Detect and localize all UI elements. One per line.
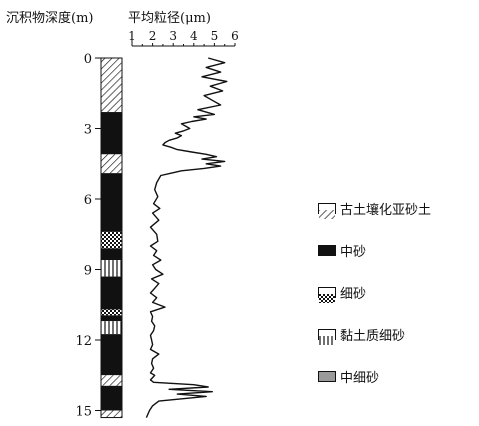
legend-label: 细砂: [340, 286, 367, 302]
legend-label: 古土壤化亚砂土: [340, 202, 432, 218]
lithology-segment: [101, 334, 122, 376]
depth-axis-label: 沉积物深度(m): [6, 10, 93, 26]
lithology-segment: [101, 309, 122, 316]
depth-tick-label: 3: [84, 123, 92, 138]
lithology-column: [100, 57, 123, 419]
lithology-segment: [101, 231, 122, 249]
legend-swatch-checker: [318, 286, 336, 303]
lithology-segment: [101, 112, 122, 155]
depth-tick-label: 15: [75, 405, 92, 420]
lithology-segment: [101, 58, 122, 113]
lithology-segment: [101, 410, 122, 418]
depth-axis: 0 3 6 9 12 15: [75, 52, 101, 420]
legend-label: 黏土质细砂: [340, 328, 406, 344]
lithology-segment: [101, 321, 122, 335]
legend-item-paleosol: 古土壤化亚砂土: [318, 198, 478, 219]
grain-axis-label: 平均粒径(μm): [128, 11, 211, 26]
lithology-segment: [101, 248, 122, 261]
legend-swatch-vlines: [318, 328, 336, 345]
lithology-column-border: [100, 57, 123, 419]
grain-tick-label: 2: [149, 29, 157, 43]
depth-tick-label: 9: [84, 264, 92, 279]
grain-tick-label: 3: [169, 29, 177, 43]
legend-item-fine-sand: 细砂: [318, 282, 478, 303]
legend-label: 中砂: [340, 244, 367, 260]
grain-tick-label: 5: [211, 29, 219, 43]
depth-tick-label: 12: [75, 334, 92, 349]
lithology-segment: [101, 173, 122, 232]
depth-tick-label: 0: [84, 52, 92, 67]
grain-size-curve: [145, 57, 228, 418]
legend-item-medium-fine-sand: 中细砂: [318, 366, 478, 386]
lithology-segment: [101, 260, 122, 277]
grain-tick-label: 4: [190, 29, 198, 43]
lithology-segment: [101, 276, 122, 310]
legend-swatch-hatched: [318, 202, 336, 219]
lithology-segment: [101, 385, 122, 411]
legend-item-clayey-fine-sand: 黏土质细砂: [318, 324, 478, 345]
legend-item-medium-sand: 中砂: [318, 240, 478, 260]
lithology-segment: [101, 154, 122, 174]
depth-tick-label: 6: [84, 193, 92, 208]
grain-tick-label: 6: [231, 29, 239, 43]
legend: 古土壤化亚砂土 中砂 细砂 黏土质细砂 中细砂: [318, 198, 478, 408]
lithology-segment: [101, 315, 122, 322]
legend-swatch-gray: [318, 370, 336, 382]
lithology-segment: [101, 375, 122, 386]
legend-label: 中细砂: [340, 370, 380, 386]
grain-tick-label: 1: [128, 29, 136, 43]
legend-swatch-black: [318, 244, 336, 256]
